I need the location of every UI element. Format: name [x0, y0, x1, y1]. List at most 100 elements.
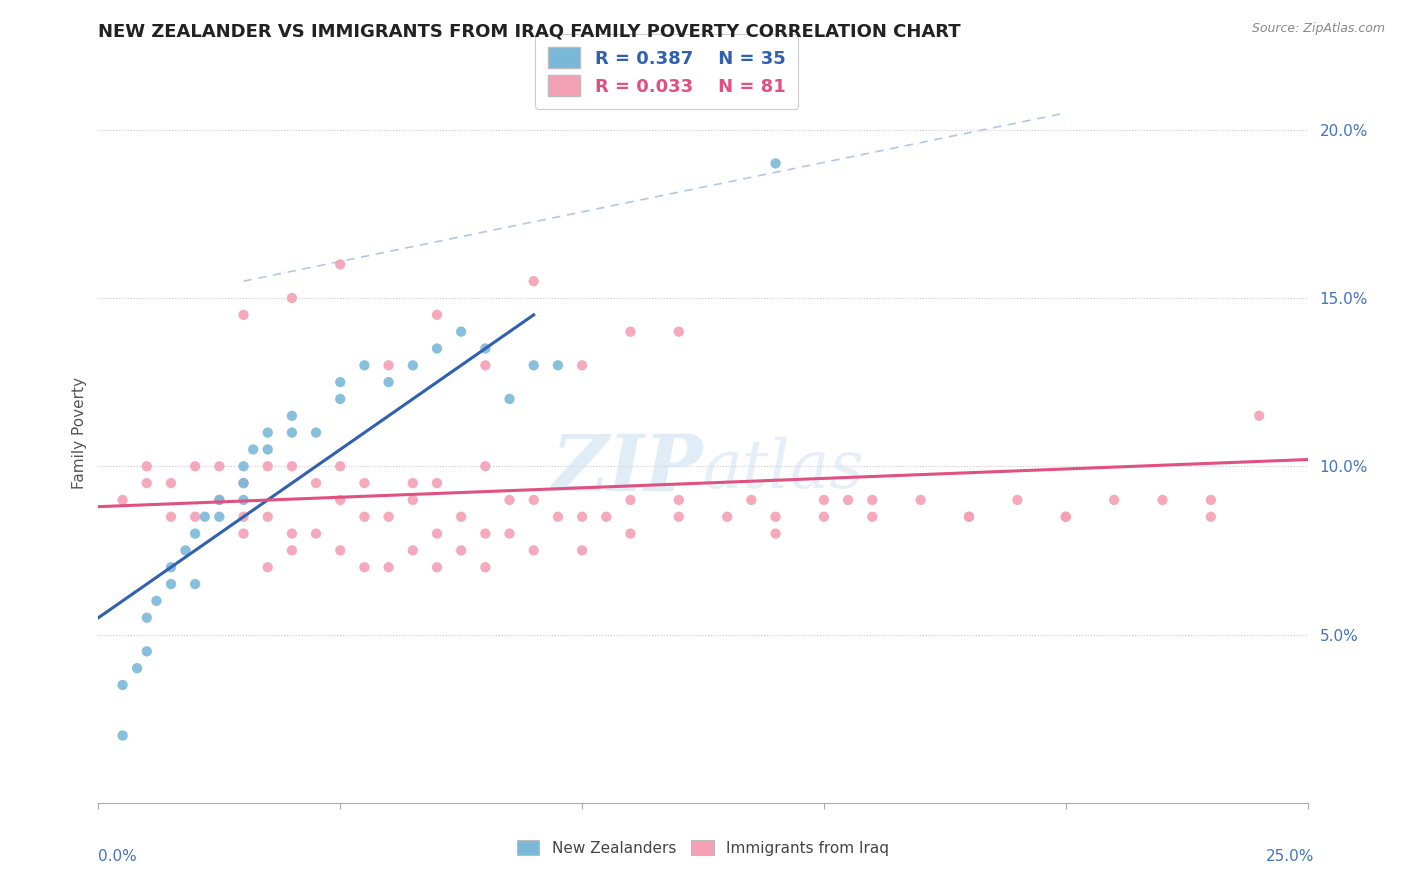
Point: [232, 308, 254, 322]
Point: [256, 509, 278, 524]
Point: [160, 509, 183, 524]
Point: [619, 492, 641, 507]
Point: [111, 678, 134, 692]
Point: [426, 560, 449, 574]
Point: [305, 526, 328, 541]
Point: [208, 509, 231, 524]
Point: [305, 476, 328, 491]
Point: [450, 543, 472, 558]
Point: [860, 509, 883, 524]
Point: [329, 392, 352, 406]
Point: [910, 492, 932, 507]
Point: [426, 476, 449, 491]
Point: [111, 729, 134, 743]
Point: [208, 492, 231, 507]
Point: [127, 661, 149, 675]
Point: [232, 476, 254, 491]
Point: [174, 543, 197, 558]
Point: [740, 492, 762, 507]
Point: [160, 476, 183, 491]
Point: [619, 325, 641, 339]
Point: [523, 543, 546, 558]
Point: [1054, 509, 1077, 524]
Point: [256, 459, 278, 474]
Point: [281, 526, 304, 541]
Point: [232, 476, 254, 491]
Text: NEW ZEALANDER VS IMMIGRANTS FROM IRAQ FAMILY POVERTY CORRELATION CHART: NEW ZEALANDER VS IMMIGRANTS FROM IRAQ FA…: [98, 22, 962, 40]
Point: [765, 509, 787, 524]
Point: [474, 560, 496, 574]
Point: [668, 325, 690, 339]
Point: [498, 392, 520, 406]
Y-axis label: Family Poverty: Family Poverty: [72, 376, 87, 489]
Point: [668, 509, 690, 524]
Point: [281, 291, 304, 305]
Point: [547, 509, 569, 524]
Legend: R = 0.387    N = 35, R = 0.033    N = 81: R = 0.387 N = 35, R = 0.033 N = 81: [536, 35, 799, 109]
Point: [957, 509, 980, 524]
Point: [160, 577, 183, 591]
Text: Source: ZipAtlas.com: Source: ZipAtlas.com: [1251, 22, 1385, 36]
Point: [668, 492, 690, 507]
Point: [498, 526, 520, 541]
Text: ZIP: ZIP: [551, 432, 703, 508]
Point: [194, 509, 217, 524]
Text: atlas: atlas: [703, 437, 865, 502]
Point: [1152, 492, 1174, 507]
Point: [377, 375, 399, 389]
Point: [1007, 492, 1029, 507]
Point: [329, 375, 352, 389]
Point: [1199, 492, 1222, 507]
Point: [450, 509, 472, 524]
Point: [765, 526, 787, 541]
Point: [256, 560, 278, 574]
Point: [523, 274, 546, 288]
Point: [474, 526, 496, 541]
Point: [184, 509, 207, 524]
Point: [281, 543, 304, 558]
Point: [232, 492, 254, 507]
Point: [329, 459, 352, 474]
Point: [523, 492, 546, 507]
Point: [305, 425, 328, 440]
Point: [208, 459, 231, 474]
Point: [377, 560, 399, 574]
Point: [426, 526, 449, 541]
Point: [329, 257, 352, 271]
Point: [498, 492, 520, 507]
Point: [474, 459, 496, 474]
Point: [450, 325, 472, 339]
Point: [571, 359, 593, 373]
Point: [160, 560, 183, 574]
Point: [813, 492, 835, 507]
Point: [765, 156, 787, 170]
Point: [329, 492, 352, 507]
Text: 25.0%: 25.0%: [1267, 849, 1315, 863]
Point: [377, 359, 399, 373]
Point: [813, 509, 835, 524]
Point: [377, 509, 399, 524]
Point: [1249, 409, 1271, 423]
Point: [135, 459, 157, 474]
Point: [232, 509, 254, 524]
Point: [329, 543, 352, 558]
Point: [619, 526, 641, 541]
Point: [184, 577, 207, 591]
Point: [281, 459, 304, 474]
Point: [184, 526, 207, 541]
Point: [232, 526, 254, 541]
Point: [1054, 509, 1077, 524]
Point: [353, 560, 375, 574]
Text: 0.0%: 0.0%: [98, 849, 138, 863]
Point: [426, 308, 449, 322]
Point: [184, 459, 207, 474]
Point: [474, 342, 496, 356]
Point: [523, 359, 546, 373]
Point: [957, 509, 980, 524]
Point: [111, 492, 134, 507]
Point: [595, 509, 617, 524]
Point: [135, 610, 157, 624]
Point: [232, 459, 254, 474]
Point: [256, 442, 278, 457]
Point: [208, 492, 231, 507]
